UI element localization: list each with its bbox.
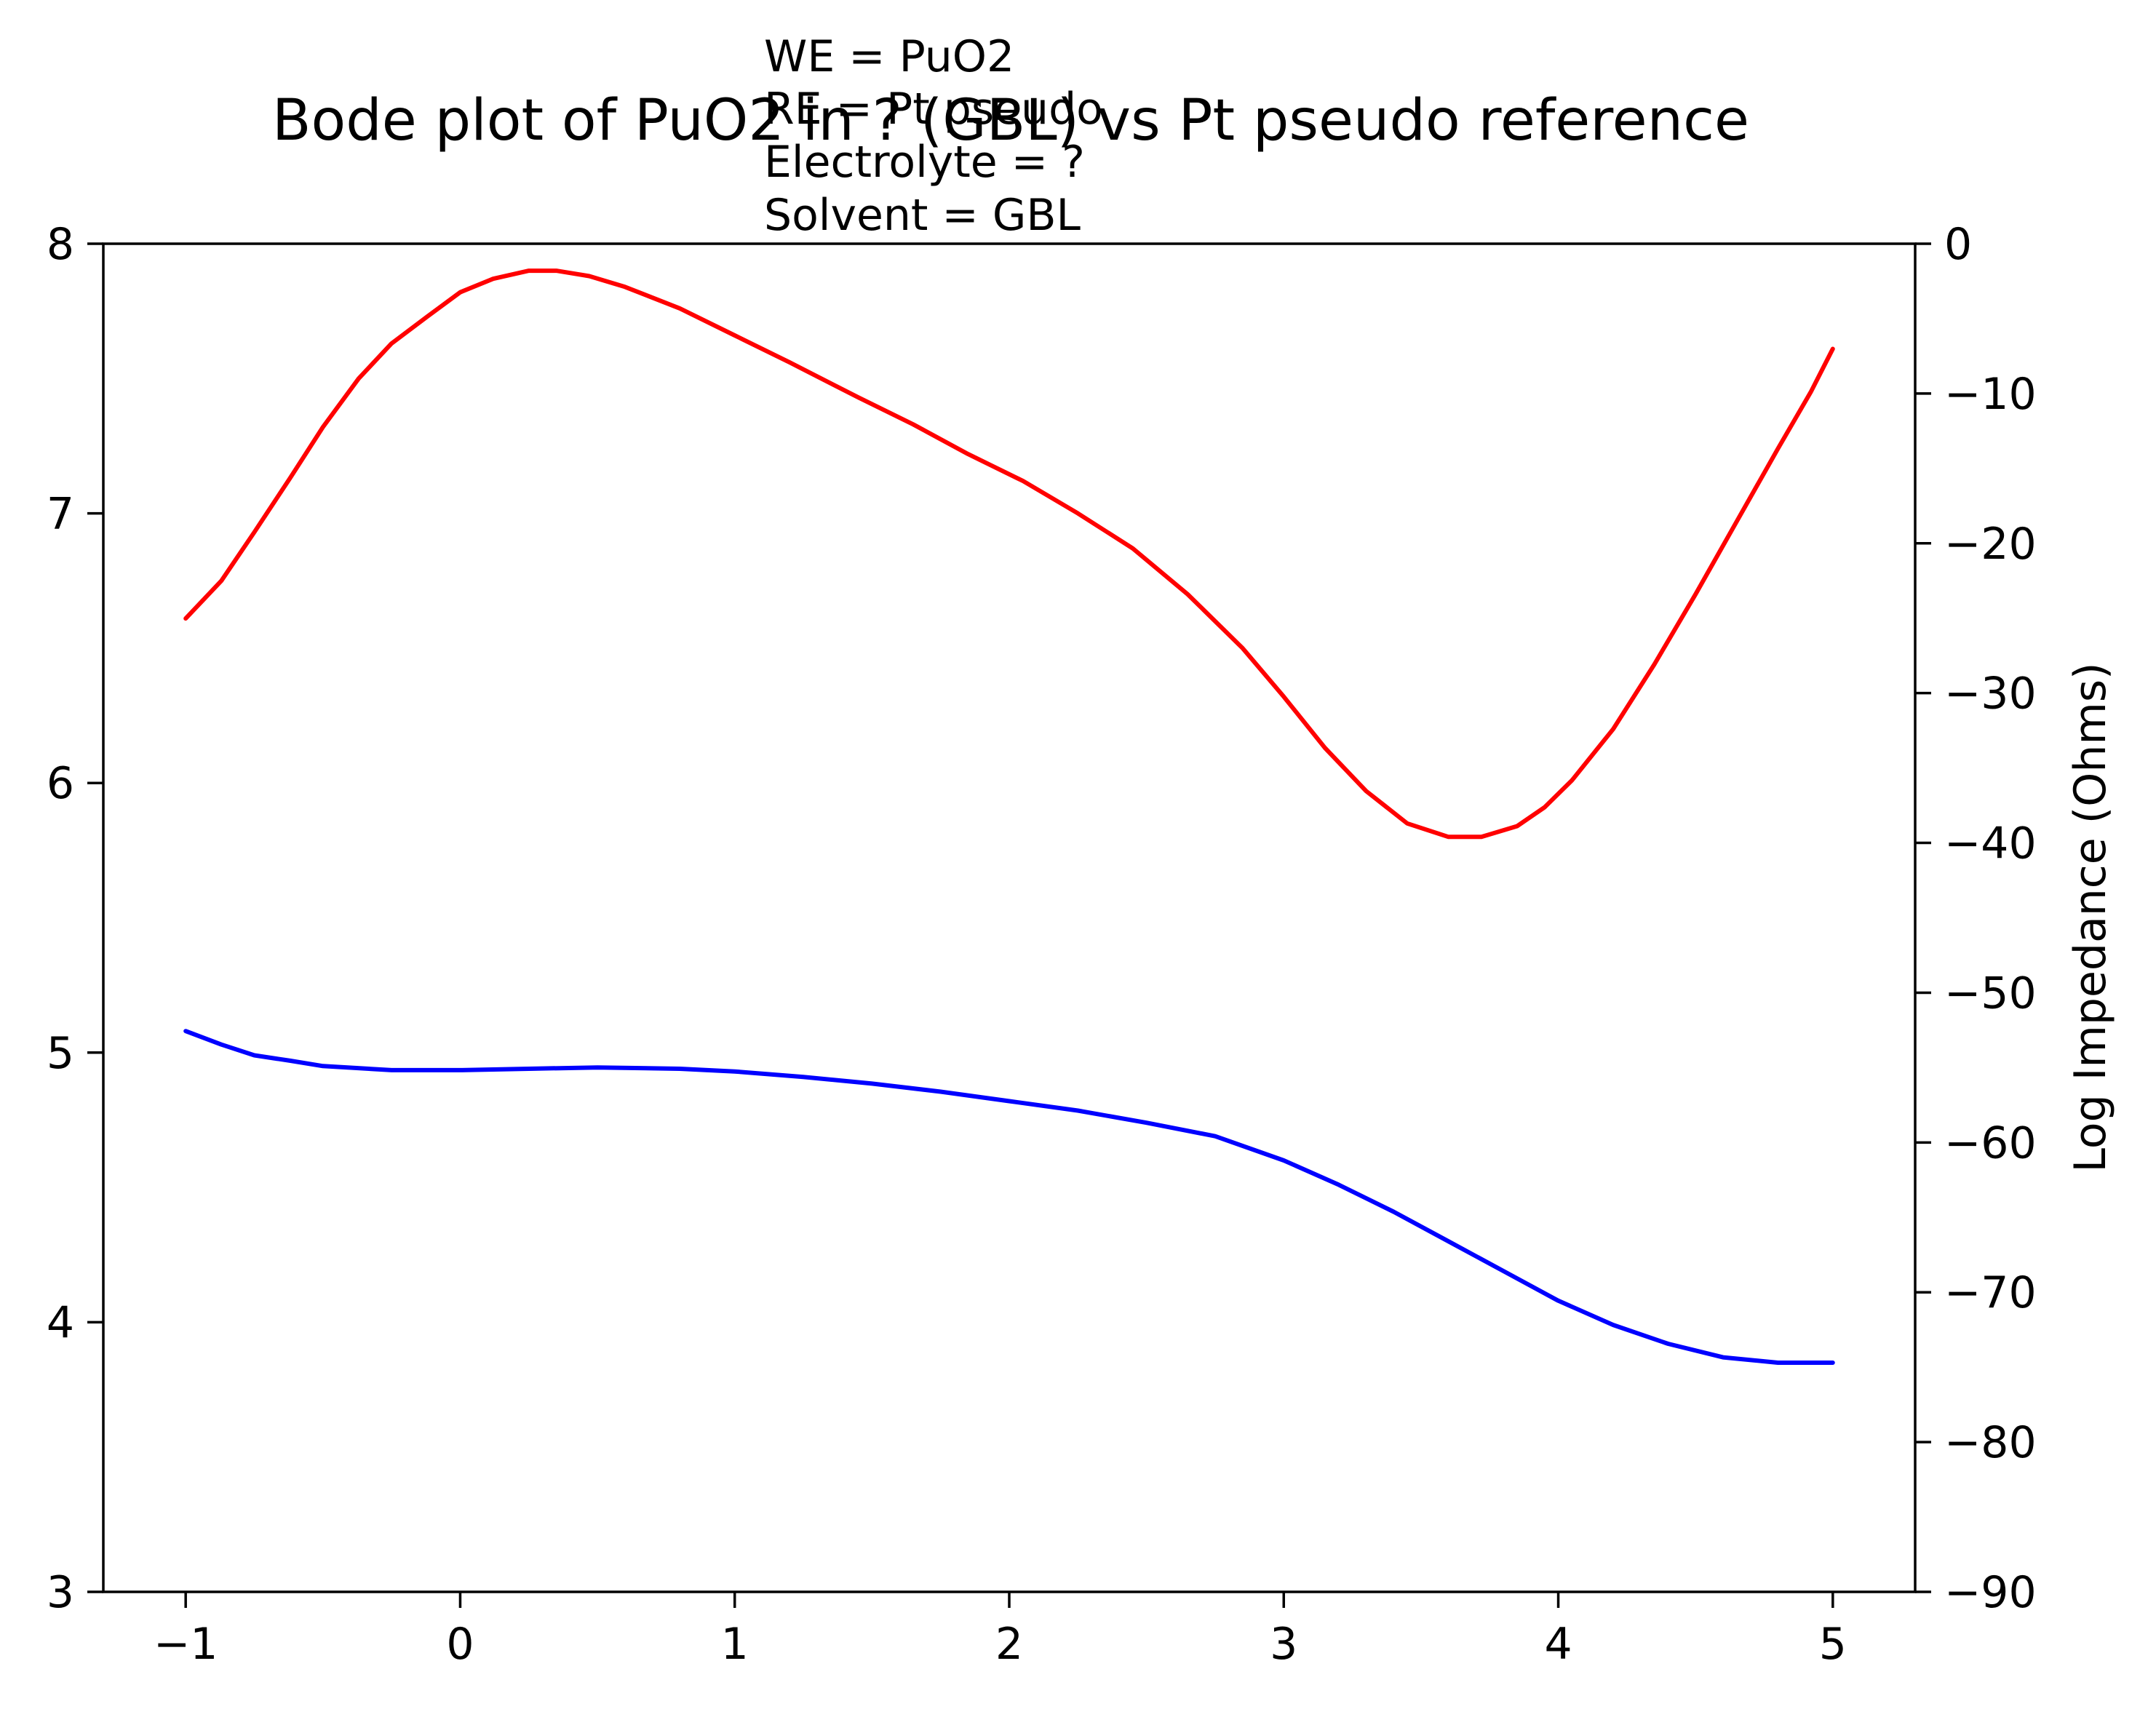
- x-axis: −1 0 1 2 3 4 5: [154, 1592, 1847, 1670]
- y-right-tick-label: −80: [1944, 1417, 2037, 1468]
- y-right-tick-label: −40: [1944, 818, 2037, 869]
- x-tick-label: 0: [446, 1619, 474, 1670]
- annotation-line-we: WE = PuO2: [764, 31, 1014, 82]
- y-right-tick-label: −90: [1944, 1567, 2037, 1618]
- x-tick-label: 1: [721, 1619, 749, 1670]
- y-left-tick-label: 6: [47, 758, 74, 809]
- y-left-tick-label: 3: [47, 1567, 74, 1618]
- y-right-tick-label: −20: [1944, 519, 2037, 570]
- annotation-line-electrolyte: Electrolyte = ?: [764, 137, 1085, 188]
- y-left-tick-label: 4: [47, 1297, 74, 1348]
- annotation-line-re: RE = Pt pseudo: [764, 84, 1103, 135]
- y-axis-right-label: Log Impedance (Ohms): [2065, 662, 2116, 1172]
- x-tick-label: 3: [1270, 1619, 1297, 1670]
- x-tick-label: 5: [1819, 1619, 1847, 1670]
- x-tick-label: 4: [1544, 1619, 1572, 1670]
- y-right-tick-label: −70: [1944, 1267, 2037, 1318]
- series-line-0: [183, 268, 1835, 840]
- y-right-tick-label: −10: [1944, 369, 2037, 420]
- series-layer: [183, 268, 1835, 1365]
- annotation-block: WE = PuO2 RE = Pt pseudo Electrolyte = ?…: [764, 31, 1103, 241]
- chart-title: Bode plot of PuO2 in ? (GBL) vs Pt pseud…: [272, 88, 1749, 154]
- y-right-tick-label: 0: [1944, 219, 1972, 270]
- y-left-tick-label: 7: [47, 489, 74, 540]
- y-left-tick-label: 8: [47, 219, 74, 270]
- y-axis-right: −90 −80 −70 −60 −50 −40 −30 −20 −10 0: [1915, 219, 2037, 1618]
- annotation-line-solvent: Solvent = GBL: [764, 190, 1081, 241]
- series-line-1: [183, 1029, 1835, 1365]
- y-right-tick-label: −30: [1944, 669, 2037, 720]
- y-right-tick-label: −50: [1944, 968, 2037, 1019]
- y-right-tick-label: −60: [1944, 1118, 2037, 1168]
- plot-area-background: [103, 244, 1915, 1592]
- y-axis-left: 3 4 5 6 7 8: [47, 219, 103, 1618]
- x-tick-label: 2: [995, 1619, 1023, 1670]
- x-tick-label: −1: [154, 1619, 218, 1670]
- y-left-tick-label: 5: [47, 1028, 74, 1079]
